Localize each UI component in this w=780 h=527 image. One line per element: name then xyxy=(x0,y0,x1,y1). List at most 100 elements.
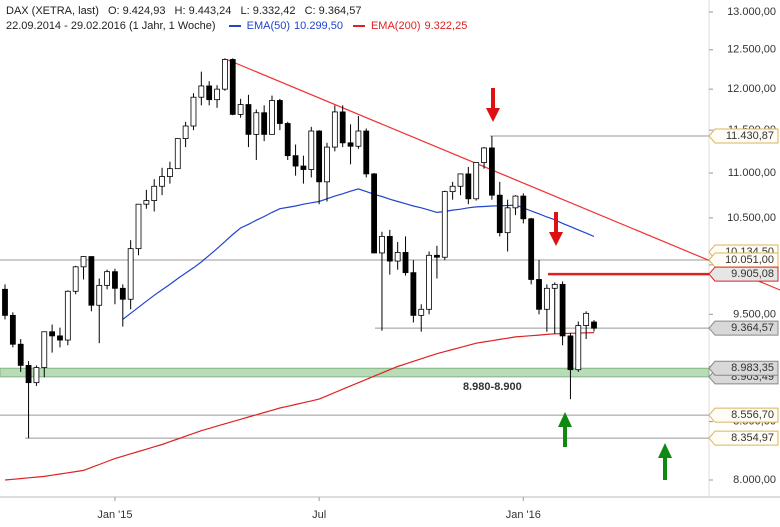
candle-body xyxy=(64,290,71,341)
level-label: 8.556,70 xyxy=(731,409,774,421)
candle-body xyxy=(112,271,118,289)
legend-swatch xyxy=(228,25,241,28)
instrument: DAX (XETRA, last) xyxy=(6,5,99,17)
candle-body xyxy=(151,185,158,201)
candle-body xyxy=(237,104,244,115)
candle-body xyxy=(214,88,220,101)
candle-body xyxy=(371,173,378,254)
level-box xyxy=(708,266,779,282)
candle-body xyxy=(80,256,87,268)
level-box xyxy=(708,360,779,376)
level-label: 11.430,87 xyxy=(726,130,774,142)
candle-body xyxy=(292,155,299,167)
level-box xyxy=(708,252,779,268)
ema-line xyxy=(4,332,595,481)
candle-body xyxy=(9,314,16,345)
band-label: 8.980-8.900 xyxy=(463,381,522,393)
candle-body xyxy=(41,331,48,368)
candle-body xyxy=(96,284,103,306)
candle-body xyxy=(33,367,40,384)
header: DAX (XETRA, last) O: 9.424,93 H: 9.443,2… xyxy=(6,4,479,34)
legend-value: 9.322,25 xyxy=(424,20,468,32)
candle-body xyxy=(104,271,110,286)
arrow-head xyxy=(558,412,572,427)
candle-body xyxy=(57,335,63,341)
candle-body xyxy=(355,130,362,147)
y-tick-label: 9.500,00 xyxy=(733,308,776,320)
candle-body xyxy=(567,335,574,371)
level-label: 8.983,35 xyxy=(731,362,774,374)
candle-body xyxy=(583,312,590,326)
candle-body xyxy=(182,125,189,139)
ohlc-label: O: 9.424,93 xyxy=(107,5,166,17)
candle-body xyxy=(49,331,56,337)
candle-body xyxy=(284,123,291,157)
candle-body xyxy=(72,266,79,292)
candle-body xyxy=(481,147,487,163)
ohlc-label: C: 9.364,57 xyxy=(304,5,362,17)
candle-body xyxy=(276,100,283,124)
candle-body xyxy=(88,256,95,306)
legend: EMA(50) 10.299,50 EMA(200) 9.322,25 xyxy=(225,20,474,32)
candle-body xyxy=(379,236,385,254)
candle-body xyxy=(300,165,307,170)
candle-body xyxy=(25,364,32,384)
candle-body xyxy=(441,191,448,258)
candle-body xyxy=(174,138,181,170)
candle-body xyxy=(331,111,338,148)
candle-body xyxy=(536,279,542,310)
y-tick-label: 10.500,00 xyxy=(727,212,776,224)
arrow-head xyxy=(549,232,563,246)
candle-body xyxy=(339,111,346,144)
arrow-head xyxy=(486,108,500,122)
candle-body xyxy=(261,112,268,135)
ohlc-label: H: 9.443,24 xyxy=(174,5,232,17)
arrow-shaft xyxy=(554,212,558,236)
candle-body xyxy=(465,173,472,200)
y-tick-label: 8.000,00 xyxy=(733,474,776,486)
candle-body xyxy=(198,85,205,98)
candle-body xyxy=(528,218,535,280)
legend-name: EMA(50) xyxy=(246,20,291,32)
candle-body xyxy=(402,252,409,274)
y-tick-label: 13.000,00 xyxy=(727,6,776,18)
level-label: 8.354,97 xyxy=(731,432,774,444)
candle-body xyxy=(386,236,393,262)
candle-body xyxy=(489,147,495,196)
red-arrows xyxy=(486,88,563,246)
candle-body xyxy=(591,321,597,329)
candle-body xyxy=(324,146,330,183)
candle-body xyxy=(449,185,456,193)
candle-body xyxy=(159,176,165,187)
green-arrows xyxy=(558,412,672,480)
under-layer: 8.980-8.900 xyxy=(0,135,710,481)
y-tick-label: 12.500,00 xyxy=(727,44,776,56)
header-line-1: DAX (XETRA, last) O: 9.424,93 H: 9.443,2… xyxy=(6,4,479,19)
candle-body xyxy=(551,283,558,289)
candle-body xyxy=(504,207,511,234)
arrow-shaft xyxy=(491,88,495,112)
candle-body xyxy=(135,203,142,250)
candle-body xyxy=(434,254,440,258)
candle-body xyxy=(127,248,134,300)
arrow-shaft xyxy=(663,456,667,480)
candle-body xyxy=(253,112,260,135)
x-tick-label: Jan '15 xyxy=(97,509,132,521)
candle-body xyxy=(308,130,315,170)
candle-body xyxy=(512,195,519,209)
arrow-shaft xyxy=(563,424,567,447)
level-label: 9.364,57 xyxy=(731,322,774,334)
candle-body xyxy=(426,254,432,310)
candle-body xyxy=(457,173,464,187)
candle-body xyxy=(229,59,236,115)
level-box xyxy=(708,430,779,446)
candle-body xyxy=(418,308,425,316)
candle-body xyxy=(394,252,401,262)
level-box xyxy=(708,320,779,336)
arrow-head xyxy=(658,443,672,458)
candle-body xyxy=(119,287,126,300)
candle-body xyxy=(473,162,480,200)
legend-value: 10.299,50 xyxy=(294,20,343,32)
